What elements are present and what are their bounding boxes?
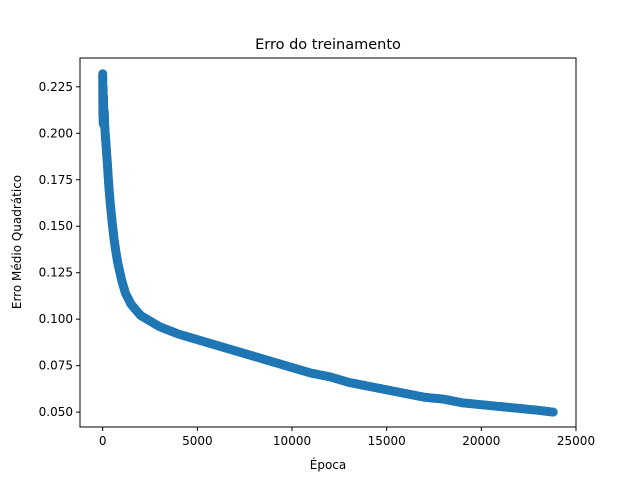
scatter-point [514, 403, 524, 413]
scatter-point [109, 234, 119, 244]
scatter-point [105, 199, 115, 209]
scatter-point [98, 69, 108, 79]
scatter-point [420, 392, 430, 402]
scatter-point [102, 160, 112, 170]
scatter-point [306, 368, 316, 378]
scatter-point [495, 402, 505, 412]
scatter-point [145, 316, 155, 326]
scatter-point [100, 128, 110, 138]
scatter-point [344, 377, 354, 387]
scatter-point [126, 299, 136, 309]
y-tick-label: 0.125 [39, 266, 73, 280]
scatter-point [117, 275, 127, 285]
scatter-point [438, 394, 448, 404]
scatter-point [120, 288, 130, 298]
scatter-point [136, 310, 146, 320]
scatter-point [98, 91, 108, 101]
y-tick-label: 0.225 [39, 80, 73, 94]
x-tick-label: 10000 [273, 434, 311, 448]
scatter-point [101, 136, 111, 146]
scatter-point [249, 351, 259, 361]
scatter-point [533, 405, 543, 415]
scatter-point [401, 389, 411, 399]
y-axis-label: Erro Médio Quadrático [10, 175, 24, 309]
y-tick-label: 0.050 [39, 405, 73, 419]
scatter-point [111, 247, 121, 257]
scatter-point [230, 346, 240, 356]
scatter-point [99, 106, 109, 116]
scatter-point [173, 329, 183, 339]
scatter-point [548, 407, 558, 417]
y-tick-label: 0.175 [39, 173, 73, 187]
scatter-point [104, 188, 114, 198]
y-tick-label: 0.200 [39, 126, 73, 140]
chart-title: Erro do treinamento [255, 37, 401, 53]
scatter-point [287, 363, 297, 373]
y-tick-label: 0.100 [39, 312, 73, 326]
scatter-point [155, 322, 165, 332]
scatter-point [457, 398, 467, 408]
scatter-point [325, 372, 335, 382]
x-tick-label: 25000 [557, 434, 595, 448]
scatter-point [192, 335, 202, 345]
x-tick-label: 20000 [462, 434, 500, 448]
x-tick-label: 15000 [368, 434, 406, 448]
x-axis-label: Época [310, 457, 347, 472]
scatter-point [363, 381, 373, 391]
scatter-point [107, 218, 117, 228]
scatter-point [382, 385, 392, 395]
scatter-point [98, 82, 108, 92]
scatter-point [476, 400, 486, 410]
y-tick-label: 0.075 [39, 359, 73, 373]
y-tick-label: 0.150 [39, 219, 73, 233]
scatter-point [211, 340, 221, 350]
scatter-point [113, 258, 123, 268]
scatter-point [100, 119, 110, 129]
plot-area [98, 69, 558, 417]
x-tick-label: 0 [99, 434, 107, 448]
scatter-point [268, 357, 278, 367]
axes-frame [79, 57, 577, 428]
scatter-point [103, 175, 113, 185]
x-axis: 0 5000 10000 15000 20000 25000 [99, 427, 595, 448]
x-tick-label: 5000 [182, 434, 213, 448]
y-axis: 0.050 0.075 0.100 0.125 0.150 0.175 0.200 0.225 [39, 80, 80, 419]
scatter-point [102, 147, 111, 157]
